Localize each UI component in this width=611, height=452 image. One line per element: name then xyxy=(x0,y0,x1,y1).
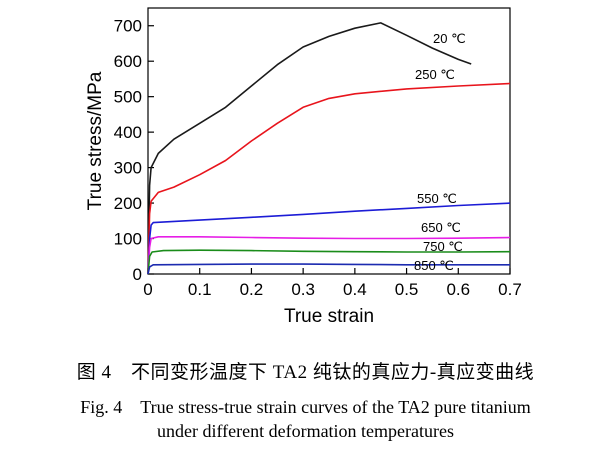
x-tick-label: 0.5 xyxy=(395,280,419,299)
series-label: 550 ℃ xyxy=(417,191,457,206)
series-line xyxy=(147,82,511,275)
x-tick-label: 0.2 xyxy=(240,280,264,299)
plot-frame xyxy=(147,7,511,275)
series-line xyxy=(147,22,472,275)
y-tick-label: 400 xyxy=(114,123,142,142)
y-tick-label: 0 xyxy=(133,265,142,284)
figure-caption-chinese: 图 4 不同变形温度下 TA2 纯钛的真应力-真应变曲线 xyxy=(76,362,535,383)
y-tick-label: 300 xyxy=(114,159,142,178)
x-tick-label: 0.3 xyxy=(291,280,315,299)
series-label: 750 ℃ xyxy=(423,239,463,254)
y-axis-title: True stress/MPa xyxy=(85,71,106,210)
series-label: 20 ℃ xyxy=(433,31,466,46)
series-label: 250 ℃ xyxy=(415,67,455,82)
x-axis-title: True strain xyxy=(284,306,374,327)
x-tick-label: 0.6 xyxy=(446,280,470,299)
series-line xyxy=(147,249,511,275)
series-label: 650 ℃ xyxy=(421,220,461,235)
figure-caption-english-line1: Fig. 4 True stress-true strain curves of… xyxy=(80,397,531,417)
series-line xyxy=(147,236,511,275)
series-labels: 20 ℃ 250 ℃ 550 ℃ 650 ℃ 750 ℃ 850 ℃ xyxy=(414,31,466,273)
x-tick-label: 0.1 xyxy=(188,280,212,299)
series-lines xyxy=(147,22,511,275)
y-tick-label: 700 xyxy=(114,17,142,36)
y-tick-label: 500 xyxy=(114,88,142,107)
y-tick-label: 200 xyxy=(114,194,142,213)
figure-caption-english-line2: under different deformation temperatures xyxy=(156,421,455,441)
x-tick-label: 0.7 xyxy=(498,280,522,299)
series-line xyxy=(147,263,510,275)
series-line xyxy=(147,202,511,275)
series-label: 850 ℃ xyxy=(414,258,454,273)
x-tick-label: 0.4 xyxy=(343,280,367,299)
y-tick-label: 100 xyxy=(114,230,142,249)
y-tick-label: 600 xyxy=(114,52,142,71)
axis-ticks: 0 0.1 0.2 0.3 0.4 0.5 0.6 0.7 0 100 200 300 400 500 60… xyxy=(114,17,522,299)
x-tick-label: 0 xyxy=(143,280,152,299)
stress-strain-chart: 0 0.1 0.2 0.3 0.4 0.5 0.6 0.7 0 100 200 300 400 500 60… xyxy=(85,7,522,327)
